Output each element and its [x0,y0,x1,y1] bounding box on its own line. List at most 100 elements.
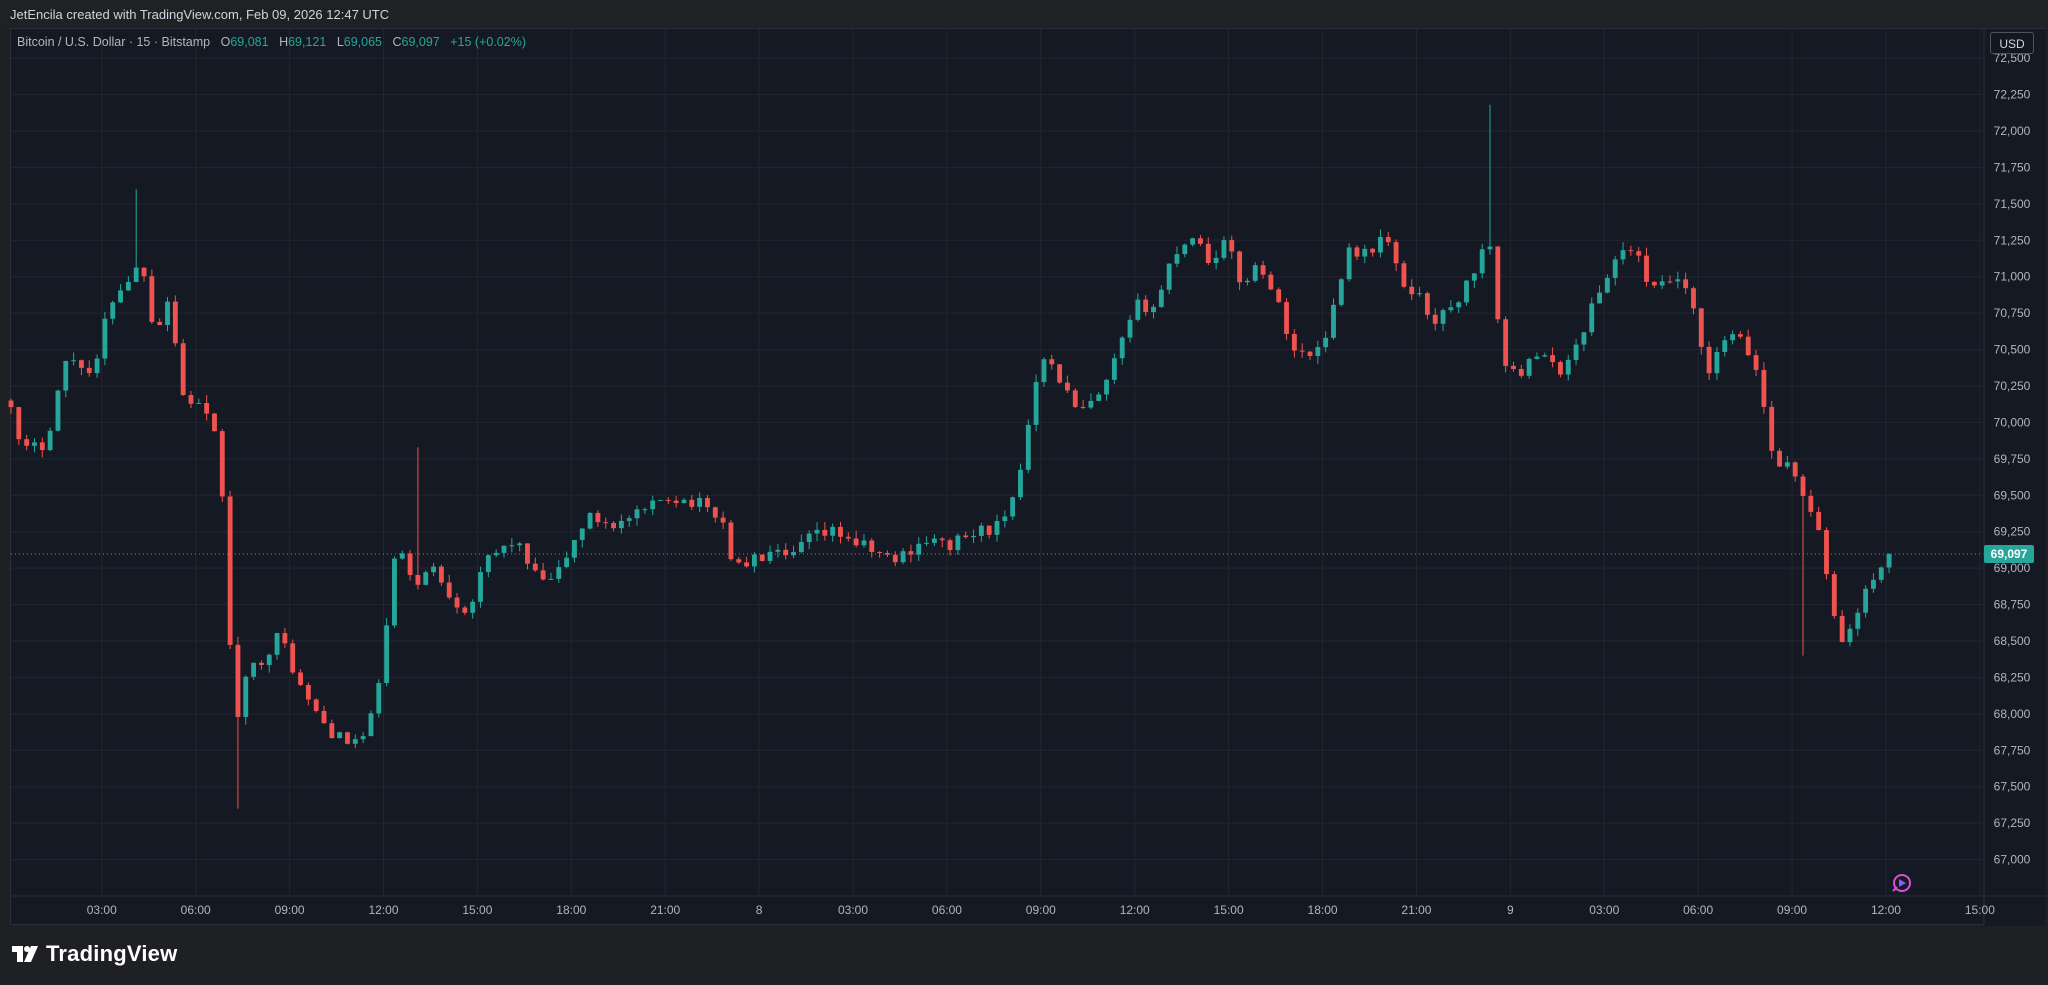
candle-body [282,633,288,644]
candle-body [1002,516,1008,521]
x-tick-label: 03:00 [1589,903,1619,917]
candle-body [1143,299,1149,313]
x-tick-label: 03:00 [87,903,117,917]
candle-body [1158,289,1164,307]
candlestick-chart[interactable]: 67,000 67,250 67,500 67,750 68,000 68,250 68,5… [0,0,2048,930]
x-tick-label: 18:00 [1308,903,1338,917]
price-axis[interactable]: 67,000 67,250 67,500 67,750 68,000 68,250 68,5… [1983,29,2046,926]
symbol-title[interactable]: Bitcoin / U.S. Dollar · 15 · Bitstamp [17,35,211,49]
candle-body [1518,369,1524,376]
x-tick-label: 06:00 [181,903,211,917]
candle-body [352,739,358,744]
symbol-legend[interactable]: Bitcoin / U.S. Dollar · 15 · Bitstamp O6… [17,35,526,49]
candle-body [1119,337,1125,359]
open-value: 69,081 [230,35,269,49]
candle-body [885,553,890,555]
tradingview-logo[interactable]: TradingView [12,940,177,968]
candle-body [1612,259,1618,278]
candle-body [697,497,703,507]
chart-frame[interactable] [10,28,2046,925]
candle-body [345,732,350,744]
candle-body [196,403,202,405]
y-tick-label: 70,750 [1994,306,2031,320]
currency-button[interactable]: USD [1990,32,2034,54]
candle-body [172,301,178,344]
candle-body [673,500,679,504]
candle-body [71,360,77,362]
candle-body [212,413,217,432]
close-label: C [392,35,402,49]
x-tick-label: 12:00 [1871,903,1901,917]
candle-body [1033,382,1039,425]
candle-body [454,597,460,608]
candle-body [407,553,413,575]
candle-body [1346,247,1352,280]
x-tick-label: 18:00 [556,903,586,917]
candle-body [1644,255,1649,282]
candle-body [838,526,843,537]
candle-body [900,551,906,563]
candle-body [1753,355,1759,370]
candle-body [1816,511,1822,531]
candle-body [24,439,30,446]
x-tick-label: 15:00 [462,903,492,917]
candle-body [658,499,663,501]
candle-body [1667,281,1673,283]
high-value: 69,121 [288,35,327,49]
y-tick-label: 72,000 [1994,124,2031,138]
candle-body [1565,359,1571,375]
candle-body [1284,302,1289,334]
x-tick-label: 09:00 [1026,903,1056,917]
y-tick-label: 70,500 [1994,343,2031,357]
y-tick-label: 72,250 [1994,88,2031,102]
y-tick-label: 69,250 [1994,525,2031,539]
candle-body [423,572,429,585]
candle-body [180,343,186,396]
candle-body [931,538,937,543]
candle-body [305,684,311,700]
candle-body [1691,288,1696,309]
time-axis[interactable]: 03:00 06:00 09:00 12:00 15:00 18:00 21:00 8 03:0… [11,895,2046,917]
brand-name: TradingView [46,941,178,966]
candles [8,104,1892,809]
candle-body [1745,336,1751,356]
candle-body [892,554,898,563]
candle-body [1855,612,1861,629]
candle-body [1597,292,1602,304]
candle-body [235,644,241,717]
candle-body [1651,281,1657,286]
x-tick-label: 09:00 [275,903,305,917]
candle-body [8,400,14,408]
x-tick-label: 8 [756,903,763,917]
y-tick-label: 67,500 [1994,780,2031,794]
candle-body [1675,279,1681,282]
candle-body [219,431,225,497]
y-tick-label: 71,750 [1994,160,2031,174]
candle-body [392,558,397,626]
candle-body [744,562,750,567]
x-tick-label: 15:00 [1965,903,1995,917]
x-tick-label: 09:00 [1777,903,1807,917]
candle-body [1323,337,1329,348]
candle-body [525,543,530,564]
candle-body [1213,257,1219,263]
candle-body [705,497,710,508]
candle-body [1378,236,1383,253]
candle-body [227,496,233,645]
candle-body [16,407,22,440]
candle-body [1589,303,1595,333]
candle-body [1198,238,1203,244]
candle-body [822,529,828,536]
candle-body [1722,340,1728,353]
candle-body [125,282,131,291]
x-tick-label: 03:00 [838,903,868,917]
candle-body [572,539,577,558]
candle-body [1636,251,1642,256]
low-value: 69,065 [343,35,382,49]
y-tick-label: 71,500 [1994,197,2031,211]
candle-body [908,551,914,555]
candle-body [298,672,303,685]
candle-body [963,535,969,538]
replay-icon[interactable] [1890,871,1914,895]
candle-body [133,267,139,283]
